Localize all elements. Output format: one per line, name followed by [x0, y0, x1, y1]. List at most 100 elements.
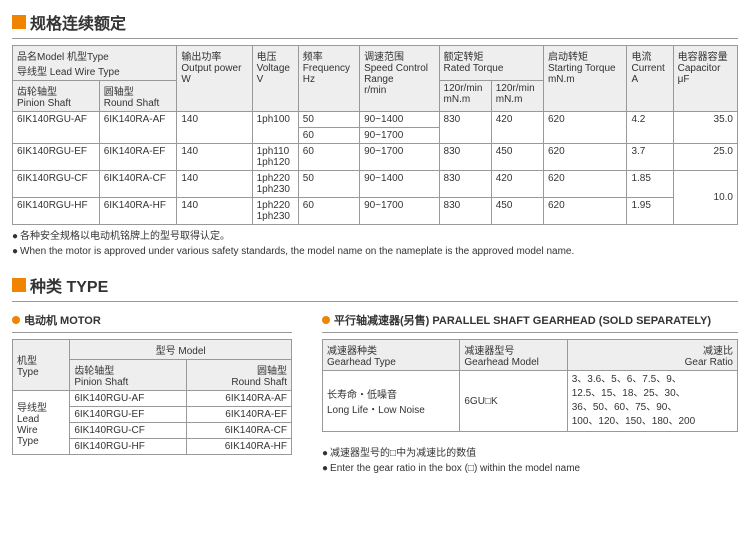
cell: 60	[298, 144, 359, 171]
h-power: 输出功率 Output power W	[177, 46, 252, 112]
cell: 50	[298, 171, 359, 198]
table-row: 6IK140RGU-CF 6IK140RA-CF 140 1ph220 1ph2…	[13, 171, 738, 198]
section1-title: 规格连续额定	[12, 10, 738, 34]
orange-marker	[12, 15, 26, 29]
gear-title: 平行轴减速器(另售) PARALLEL SHAFT GEARHEAD (SOLD…	[334, 312, 711, 328]
spec-table: 品名Model 机型Type 导线型 Lead Wire Type 输出功率 O…	[12, 45, 738, 225]
motor-block: 电动机 MOTOR 机型 Type 型号 Model 齿轮轴型 Pinion S…	[12, 308, 292, 455]
h-cap: 电容器容量 Capacitor μF	[673, 46, 737, 112]
cell: 420	[491, 171, 543, 198]
cell: 6IK140RA-CF	[187, 423, 292, 439]
table-row: 6IK140RGU-HF 6IK140RA-HF 140 1ph220 1ph2…	[13, 198, 738, 225]
cell: 6IK140RGU-AF	[70, 391, 187, 407]
cell: 830	[439, 171, 491, 198]
cell: 140	[177, 198, 252, 225]
cell: 90~1700	[360, 198, 439, 225]
cell: 6IK140RGU-EF	[13, 144, 100, 171]
cell: 1ph220 1ph230	[252, 198, 298, 225]
note-2: When the motor is approved under various…	[12, 244, 738, 259]
cell: 6IK140RA-AF	[187, 391, 292, 407]
g-rowratio: 3、3.6、5、6、7.5、9、 12.5、15、18、25、30、 36、50…	[567, 371, 737, 432]
cell: 1ph100	[252, 112, 298, 144]
h-round: 圆轴型 Round Shaft	[99, 81, 177, 112]
cell: 6IK140RA-HF	[187, 439, 292, 455]
cell: 90~1700	[360, 144, 439, 171]
cell: 90~1400	[360, 171, 439, 198]
cell: 25.0	[673, 144, 737, 171]
h-freq: 频率 Frequency Hz	[298, 46, 359, 112]
cell: 620	[543, 112, 627, 144]
orange-dot-icon	[12, 316, 20, 324]
cell: 1.85	[627, 171, 673, 198]
section2-divider	[12, 301, 738, 302]
cell: 60	[298, 198, 359, 225]
h-start: 启动转矩 Starting Torque mN.m	[543, 46, 627, 112]
table-row: 导线型 Lead Wire Type 6IK140RGU-AF 6IK140RA…	[13, 391, 292, 407]
cell: 90~1400	[360, 112, 439, 128]
gearhead-block: 平行轴减速器(另售) PARALLEL SHAFT GEARHEAD (SOLD…	[322, 308, 738, 476]
motor-title-row: 电动机 MOTOR	[12, 312, 292, 328]
g-rowtype: 长寿命・低噪音 Long Life・Low Noise	[323, 371, 460, 432]
h-voltage: 电压 Voltage V	[252, 46, 298, 112]
motor-table: 机型 Type 型号 Model 齿轮轴型 Pinion Shaft 圆轴型 R…	[12, 339, 292, 455]
gear-notes: 减速器型号的□中为减速比的数值 Enter the gear ratio in …	[322, 446, 738, 476]
section2-title: 种类 TYPE	[12, 273, 738, 297]
gear-table: 减速器种类 Gearhead Type 减速器型号 Gearhead Model…	[322, 339, 738, 432]
cell: 450	[491, 144, 543, 171]
cell: 830	[439, 112, 491, 144]
mh-pinion: 齿轮轴型 Pinion Shaft	[70, 360, 187, 391]
cell: 140	[177, 112, 252, 144]
g-rowmodel: 6GU□K	[460, 371, 567, 432]
h-pinion: 齿轮轴型 Pinion Shaft	[13, 81, 100, 112]
cell: 90~1700	[360, 128, 439, 144]
cell: 6IK140RA-CF	[99, 171, 177, 198]
section2-title-text: 种类 TYPE	[30, 273, 108, 297]
gh-ratio: 减速比 Gear Ratio	[567, 340, 737, 371]
cell: 420	[491, 112, 543, 144]
mh-round: 圆轴型 Round Shaft	[187, 360, 292, 391]
motor-divider	[12, 332, 292, 333]
mh-model: 型号 Model	[70, 340, 292, 360]
h-rated: 额定转矩 Rated Torque	[439, 46, 543, 81]
cell: 620	[543, 198, 627, 225]
gh-model: 减速器型号 Gearhead Model	[460, 340, 567, 371]
h-current: 电流 Current A	[627, 46, 673, 112]
cell: 35.0	[673, 112, 737, 144]
orange-dot-icon	[322, 316, 330, 324]
section1-title-text: 规格连续额定	[30, 10, 126, 34]
cell: 6IK140RA-EF	[99, 144, 177, 171]
note-1: 各种安全规格以电动机铭牌上的型号取得认定。	[12, 229, 738, 244]
cell: 60	[298, 128, 359, 144]
cell: 830	[439, 144, 491, 171]
cell: 6IK140RGU-HF	[13, 198, 100, 225]
gear-divider	[322, 332, 738, 333]
cell: 830	[439, 198, 491, 225]
mh-type: 机型 Type	[13, 340, 70, 391]
cell: 6IK140RGU-CF	[70, 423, 187, 439]
cell: 6IK140RGU-CF	[13, 171, 100, 198]
gear-note-2: Enter the gear ratio in the box (□) with…	[322, 461, 738, 476]
orange-marker	[12, 278, 26, 292]
cell: 6IK140RGU-EF	[70, 407, 187, 423]
cell: 450	[491, 198, 543, 225]
cell: 6IK140RGU-AF	[13, 112, 100, 144]
cell: 1.95	[627, 198, 673, 225]
cell: 140	[177, 171, 252, 198]
cell: 1ph110 1ph120	[252, 144, 298, 171]
table-row: 6IK140RGU-EF 6IK140RA-EF 140 1ph110 1ph1…	[13, 144, 738, 171]
cell: 50	[298, 112, 359, 128]
cell: 3.7	[627, 144, 673, 171]
cell: 620	[543, 171, 627, 198]
gear-note-1: 减速器型号的□中为减速比的数值	[322, 446, 738, 461]
table-row: 6IK140RGU-AF 6IK140RA-AF 140 1ph100 50 9…	[13, 112, 738, 128]
h-model: 品名Model 机型Type 导线型 Lead Wire Type	[13, 46, 177, 81]
motor-title: 电动机 MOTOR	[24, 312, 101, 328]
cell: 4.2	[627, 112, 673, 144]
spec-notes: 各种安全规格以电动机铭牌上的型号取得认定。 When the motor is …	[12, 229, 738, 259]
m-rowlabel: 导线型 Lead Wire Type	[13, 391, 70, 455]
cell: 1ph220 1ph230	[252, 171, 298, 198]
cell: 6IK140RGU-HF	[70, 439, 187, 455]
cell: 6IK140RA-EF	[187, 407, 292, 423]
cell: 6IK140RA-AF	[99, 112, 177, 144]
cell: 620	[543, 144, 627, 171]
